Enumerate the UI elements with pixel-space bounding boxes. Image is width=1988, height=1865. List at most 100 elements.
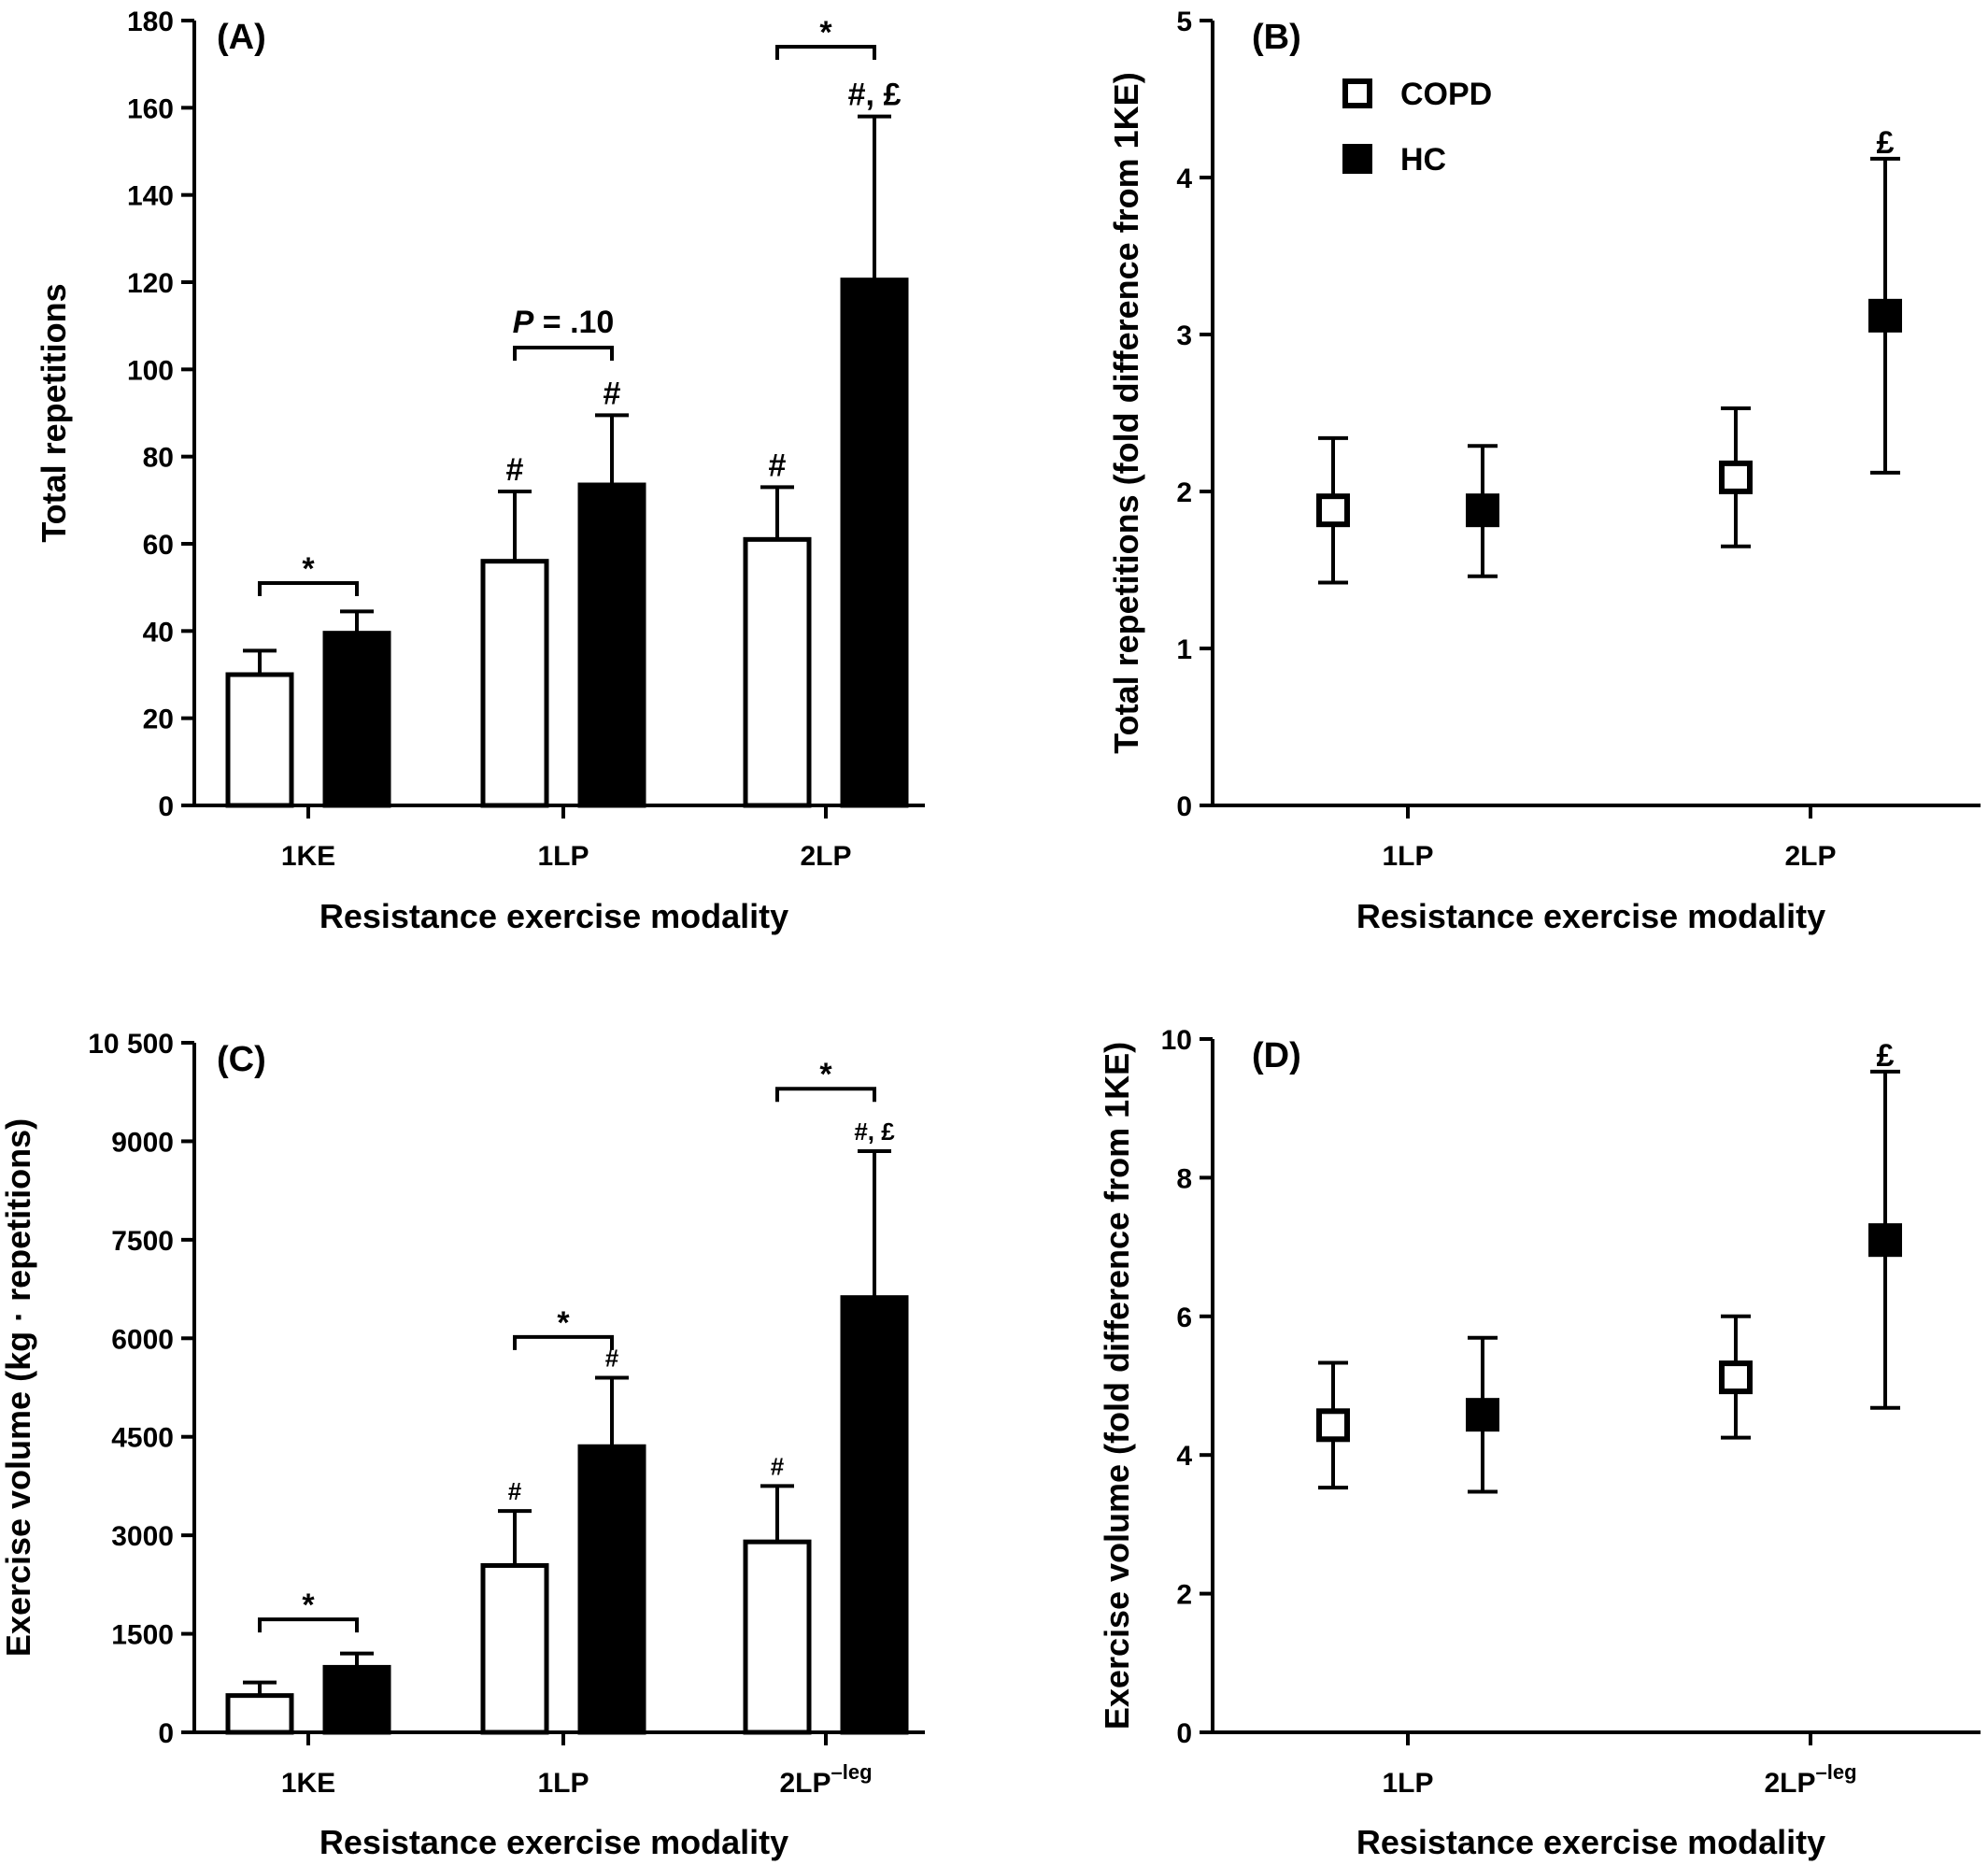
point-hc — [1466, 1398, 1499, 1432]
x-axis-title: Resistance exercise modality — [320, 897, 788, 935]
x-tick-label: 1LP — [1382, 1768, 1433, 1799]
significance-marker: # — [604, 376, 621, 411]
significance-marker: #, £ — [854, 1118, 895, 1146]
x-tick-label-text: 2LP — [800, 841, 851, 872]
comparison-label: * — [557, 1305, 570, 1341]
legend-label-hc: HC — [1400, 142, 1446, 178]
point-hc — [1868, 298, 1902, 333]
panel-label: (B) — [1252, 18, 1301, 57]
legend-label-copd: COPD — [1400, 77, 1492, 112]
y-tick-label: 80 — [143, 443, 174, 474]
y-tick-label: 5 — [1176, 7, 1192, 37]
y-tick-label: 60 — [143, 530, 174, 561]
y-tick-label: 4 — [1176, 164, 1192, 194]
y-tick-label: 4 — [1176, 1441, 1192, 1472]
x-tick-label-superscript: –leg — [1816, 1760, 1857, 1784]
y-tick-label: 100 — [127, 355, 174, 386]
point-copd — [1316, 493, 1350, 528]
panel-label: (D) — [1252, 1036, 1301, 1075]
comparison-label: * — [302, 551, 315, 587]
comparison-bracket — [775, 1087, 876, 1103]
y-tick-label: 10 500 — [88, 1029, 174, 1060]
bar-hc — [577, 1444, 646, 1735]
significance-marker: # — [771, 1452, 785, 1480]
y-tick-label: 3000 — [111, 1521, 174, 1552]
y-tick-label: 7500 — [111, 1226, 174, 1257]
x-tick-label-text: 1KE — [281, 841, 335, 872]
panel-c: 0 1500 3000 4500 6000 7500 9000 10 500 1KE 1LP 2LP… — [0, 1029, 925, 1861]
y-tick-label: 140 — [127, 181, 174, 212]
x-tick-label: 1LP — [1382, 841, 1433, 872]
legend-swatch-hc — [1342, 144, 1372, 174]
panel-b: 0 1 2 3 4 5 1LP 2LP Resistance exercise modality… — [1107, 7, 1981, 935]
bar-copd — [743, 1539, 812, 1735]
x-axis-title: Resistance exercise modality — [320, 1823, 788, 1861]
x-tick-label-text: 1LP — [537, 1768, 589, 1799]
y-axis-title: Total repetitions — [35, 283, 73, 542]
bar-copd — [480, 1562, 549, 1735]
x-tick-label: 2LP–leg — [779, 1760, 872, 1799]
point-copd — [1719, 1360, 1753, 1395]
y-tick-label: 4500 — [111, 1423, 174, 1454]
x-axis-title: Resistance exercise modality — [1356, 1823, 1825, 1861]
bar-hc — [322, 1664, 391, 1735]
x-tick-label-text: 2LP — [1764, 1768, 1815, 1799]
x-axis-title: Resistance exercise modality — [1356, 897, 1825, 935]
point-copd — [1719, 460, 1753, 494]
y-tick-label: 1500 — [111, 1620, 174, 1651]
point-hc — [1868, 1223, 1902, 1258]
y-tick-label: 40 — [143, 617, 174, 648]
x-tick-label: 2LP — [1784, 841, 1836, 872]
panel-d: 0 2 4 6 8 10 1LP 2LP–leg Resistance exercise mod… — [1098, 1025, 1981, 1861]
significance-marker: £ — [1877, 125, 1895, 161]
comparison-bracket — [513, 1334, 614, 1350]
comparison-bracket — [258, 1617, 359, 1633]
x-tick-label-text: 1KE — [281, 1768, 335, 1799]
significance-marker: # — [508, 1477, 522, 1505]
y-tick-label: 3 — [1176, 320, 1192, 351]
bar-hc — [840, 1295, 909, 1735]
x-tick-label-text: 1LP — [1382, 841, 1433, 872]
x-tick-label-superscript: –leg — [831, 1760, 873, 1784]
y-tick-label: 0 — [1176, 1718, 1192, 1749]
y-tick-label: 6 — [1176, 1303, 1192, 1333]
y-tick-label: 20 — [143, 705, 174, 735]
y-tick-label: 8 — [1176, 1163, 1192, 1194]
x-tick-label-text: 2LP — [779, 1768, 831, 1799]
comparison-label: P = .10 — [513, 305, 615, 340]
y-axis-title: Total repetitions (fold difference from … — [1107, 72, 1145, 753]
bar-hc — [577, 482, 646, 808]
comparison-bracket — [775, 45, 876, 60]
point-hc — [1466, 493, 1499, 528]
comparison-bracket — [513, 346, 614, 361]
y-tick-label: 160 — [127, 93, 174, 124]
y-tick-label: 10 — [1161, 1025, 1192, 1056]
comparison-label: * — [819, 15, 832, 50]
comparison-label-rest: = .10 — [533, 305, 614, 340]
y-tick-label: 0 — [158, 1718, 174, 1749]
x-tick-label: 1LP — [537, 841, 589, 872]
y-tick-label: 9000 — [111, 1127, 174, 1158]
y-tick-label: 1 — [1176, 634, 1192, 665]
significance-marker: # — [605, 1344, 619, 1372]
bar-copd — [225, 1693, 294, 1735]
x-tick-label: 2LP–leg — [1764, 1760, 1856, 1799]
x-tick-label-text: 1LP — [537, 841, 589, 872]
legend-swatch-copd — [1342, 78, 1372, 108]
comparison-bracket — [258, 581, 359, 596]
significance-marker: # — [506, 452, 524, 488]
x-tick-label-text: 1LP — [1382, 1768, 1433, 1799]
y-tick-label: 2 — [1176, 1580, 1192, 1611]
comparison-label: * — [302, 1587, 315, 1623]
bar-copd — [743, 536, 812, 808]
x-tick-label: 1KE — [281, 1768, 335, 1799]
significance-marker: £ — [1877, 1038, 1895, 1074]
y-tick-label: 120 — [127, 268, 174, 299]
comparison-label: * — [819, 1057, 832, 1092]
panel-label: (A) — [217, 18, 266, 57]
panel-label: (C) — [217, 1040, 266, 1079]
y-tick-label: 0 — [1176, 791, 1192, 822]
y-tick-label: 2 — [1176, 477, 1192, 508]
significance-marker: # — [769, 448, 787, 483]
